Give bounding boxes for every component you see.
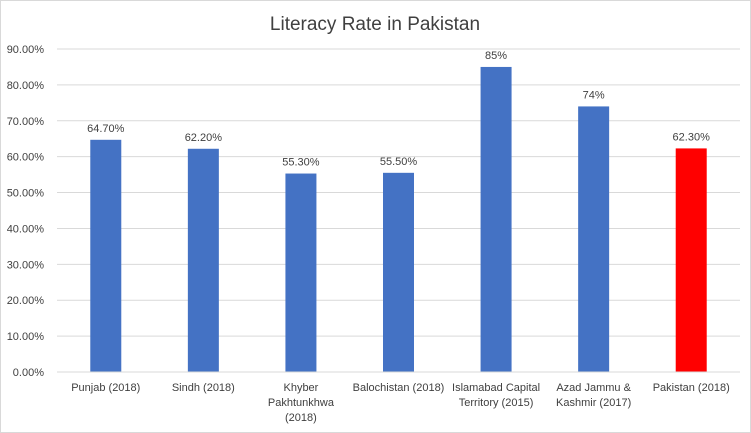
bar xyxy=(90,139,122,372)
bar xyxy=(578,106,610,372)
x-category-label: Khyber Pakhtunkhwa (2018) xyxy=(268,382,335,424)
bars xyxy=(90,66,707,372)
data-label: 62.30% xyxy=(673,131,711,143)
x-category-label: Azad Jammu & Kashmir (2017) xyxy=(556,382,632,409)
data-label: 55.30% xyxy=(282,157,320,169)
y-tick-label: 10.00% xyxy=(7,331,45,343)
y-tick-label: 80.00% xyxy=(7,80,45,92)
y-axis-tick-labels: 0.00% 10.00% 20.00% 30.00% 40.00% 50.00% 60.00… xyxy=(7,44,45,379)
bar xyxy=(187,148,219,372)
x-category-label: Sindh (2018) xyxy=(172,382,235,394)
x-category-label: Punjab (2018) xyxy=(71,382,140,394)
data-label: 62.20% xyxy=(185,132,223,144)
bar xyxy=(480,66,512,372)
x-category-label: Pakistan (2018) xyxy=(653,382,730,394)
data-labels: 64.70% 62.20% 55.30% 55.50% 85% 74% 62.30% xyxy=(87,50,710,169)
y-tick-label: 50.00% xyxy=(7,188,45,200)
bar xyxy=(675,148,707,372)
y-tick-label: 30.00% xyxy=(7,259,45,271)
y-tick-label: 40.00% xyxy=(7,223,45,235)
data-label: 85% xyxy=(485,50,507,62)
y-tick-label: 70.00% xyxy=(7,116,45,128)
y-tick-label: 0.00% xyxy=(13,367,44,379)
x-category-label: Balochistan (2018) xyxy=(353,382,445,394)
data-label: 55.50% xyxy=(380,156,418,168)
y-tick-label: 90.00% xyxy=(7,44,45,56)
data-label: 74% xyxy=(583,89,605,101)
y-tick-label: 20.00% xyxy=(7,295,45,307)
gridlines xyxy=(57,48,740,337)
data-label: 64.70% xyxy=(87,123,125,135)
bar xyxy=(285,173,317,372)
x-category-label: Islamabad Capital Territory (2015) xyxy=(452,382,540,409)
chart-title: Literacy Rate in Pakistan xyxy=(270,14,480,35)
y-tick-label: 60.00% xyxy=(7,152,45,164)
x-axis-category-labels: Punjab (2018) Sindh (2018) Khyber Pakhtunkh… xyxy=(71,382,730,424)
bar xyxy=(383,172,414,372)
